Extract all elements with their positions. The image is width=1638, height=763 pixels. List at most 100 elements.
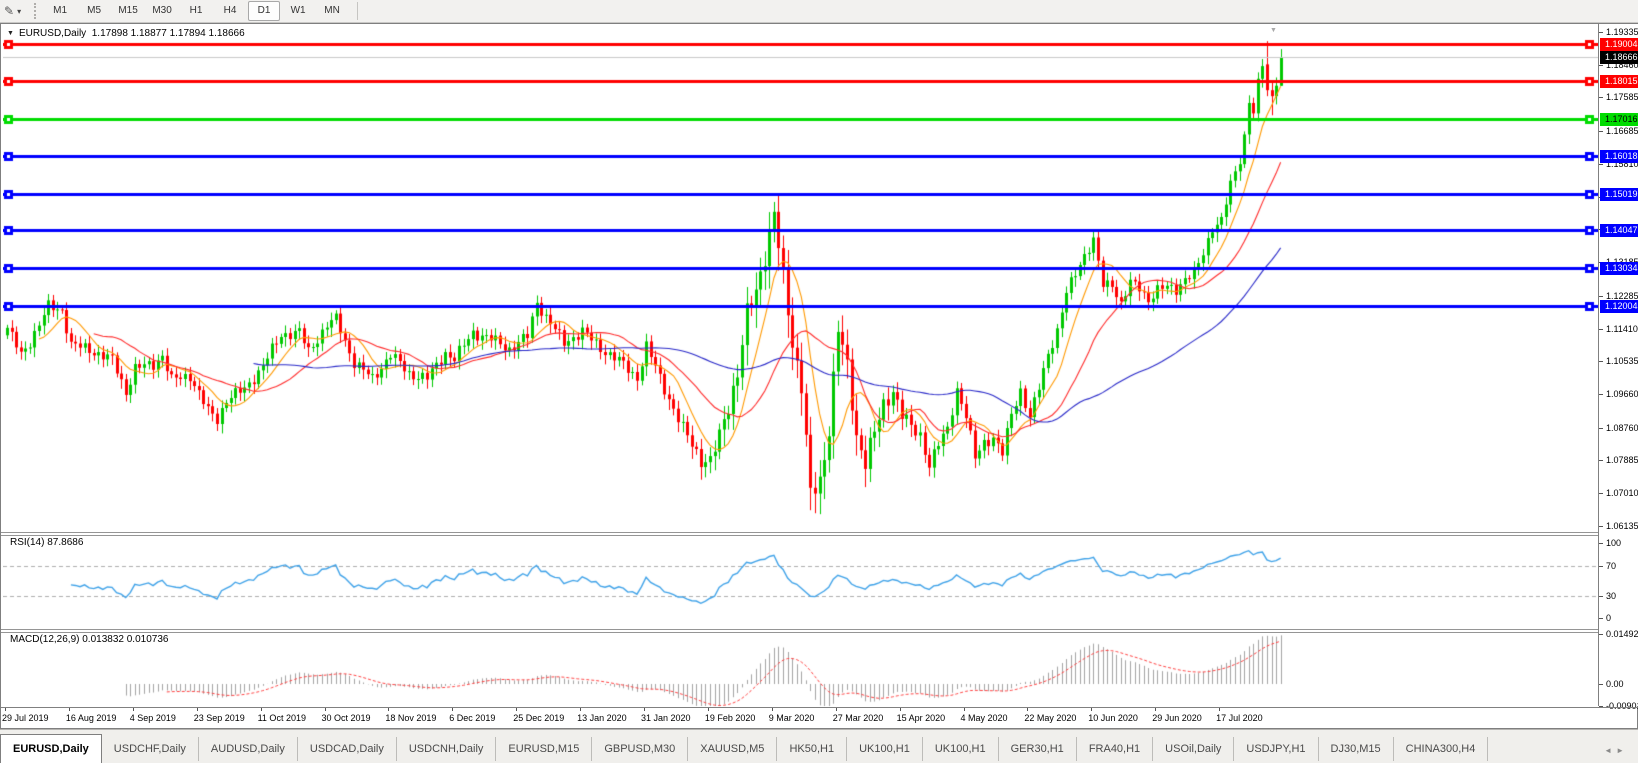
chart-tab-3[interactable]: USDCAD,Daily <box>298 737 397 761</box>
timeframe-button-d1[interactable]: D1 <box>248 1 281 21</box>
timeframe-button-h4[interactable]: H4 <box>223 5 237 16</box>
chart-tab-5[interactable]: EURUSD,M15 <box>496 737 593 761</box>
tab-scroll-left-icon[interactable]: ◄ <box>1604 746 1617 755</box>
current-price-label: 1.18666 <box>1600 51 1638 65</box>
timeframe-toolbar: ✎ ▾ M1 M5 M15 M30 H1 H4 D1 W1 MN <box>0 0 1638 23</box>
price-axis[interactable]: 1.193351.184601.175851.166851.158101.149… <box>1598 24 1638 711</box>
macd-axis-tick: 0.014921 <box>1599 629 1638 640</box>
level-price-label[interactable]: 1.12004 <box>1600 300 1638 314</box>
date-label: 4 Sep 2019 <box>129 713 176 723</box>
date-tick <box>899 708 901 711</box>
timeframe-button-m1[interactable]: M1 <box>53 5 68 16</box>
price-tick: 1.11410 <box>1599 324 1638 335</box>
timeframe-button-m30[interactable]: M30 <box>152 5 172 16</box>
date-label: 22 May 2020 <box>1024 713 1077 723</box>
price-tick: 1.08760 <box>1599 423 1638 434</box>
chart-tab-15[interactable]: DJ30,M15 <box>1319 737 1394 761</box>
chart-tab-12[interactable]: FRA40,H1 <box>1077 737 1154 761</box>
chart-tab-bar: EURUSD,Daily USDCHF,Daily AUDUSD,Daily USDC… <box>0 729 1638 763</box>
chart-shift-marker-icon[interactable]: ▼ <box>1270 27 1277 34</box>
tab-scroll-arrows: ◄► <box>1604 746 1638 755</box>
level-price-label[interactable]: 1.14047 <box>1600 223 1638 237</box>
price-tick: 1.10535 <box>1599 356 1638 367</box>
level-price-label[interactable]: 1.15019 <box>1600 187 1638 201</box>
price-tick: 1.09660 <box>1599 389 1638 400</box>
date-label: 25 Dec 2019 <box>513 713 565 723</box>
tab-scroll-right-icon[interactable]: ► <box>1616 746 1628 755</box>
date-label: 29 Jul 2019 <box>2 713 49 723</box>
date-label: 11 Oct 2019 <box>257 713 306 723</box>
date-label: 18 Nov 2019 <box>385 713 437 723</box>
chart-tab-16[interactable]: CHINA300,H4 <box>1394 737 1489 761</box>
macd-pane-separator[interactable] <box>1 629 1637 633</box>
macd-axis-tick: -0.00901 <box>1599 701 1638 712</box>
drawing-tool-icon[interactable]: ✎ <box>4 4 15 18</box>
level-price-label[interactable]: 1.16018 <box>1600 150 1638 164</box>
rsi-axis-tick: 70 <box>1599 561 1638 572</box>
date-label: 29 Jun 2020 <box>1152 713 1202 723</box>
price-tick: 1.07885 <box>1599 455 1638 466</box>
timeframe-button-mn[interactable]: MN <box>324 5 340 16</box>
timeframe-button-h1[interactable]: H1 <box>189 5 203 16</box>
timeframe-button-m15[interactable]: M15 <box>118 5 138 16</box>
macd-axis-tick: 0.00 <box>1599 679 1638 690</box>
chart-tab-1[interactable]: USDCHF,Daily <box>102 737 199 761</box>
chart-tab-11[interactable]: GER30,H1 <box>999 737 1077 761</box>
date-tick <box>963 708 965 711</box>
date-tick <box>324 708 326 711</box>
toolbar-grip[interactable] <box>34 3 37 19</box>
level-price-label[interactable]: 1.17016 <box>1600 112 1638 126</box>
date-tick <box>644 708 645 711</box>
chart-symbol-period: EURUSD,Daily <box>18 28 87 39</box>
date-label: 30 Oct 2019 <box>321 713 371 723</box>
price-chart-canvas[interactable] <box>3 25 1599 730</box>
price-tick: 1.07010 <box>1599 488 1638 499</box>
date-tick <box>1091 708 1093 711</box>
toolbar-separator <box>357 2 359 20</box>
chart-title: ▼ EURUSD,Daily 1.17898 1.18877 1.17894 1.… <box>7 28 245 39</box>
chart-tab-7[interactable]: XAUUSD,M5 <box>688 737 778 761</box>
price-tick: 1.06135 <box>1599 521 1638 532</box>
chart-tab-0[interactable]: EURUSD,Daily <box>0 734 102 763</box>
date-tick <box>1155 708 1157 711</box>
chart-tab-9[interactable]: UK100,H1 <box>847 737 923 761</box>
date-label: 6 Dec 2019 <box>449 713 496 723</box>
level-price-label[interactable]: 1.13034 <box>1600 261 1638 275</box>
date-tick <box>196 708 198 711</box>
chevron-down-icon[interactable]: ▾ <box>17 6 22 16</box>
date-tick <box>68 708 70 711</box>
date-tick <box>516 708 518 711</box>
chart-tab-13[interactable]: USOil,Daily <box>1153 737 1235 761</box>
date-tick <box>260 708 262 711</box>
chart-tab-6[interactable]: GBPUSD,M30 <box>592 737 689 761</box>
date-tick <box>1027 708 1029 711</box>
date-tick <box>132 708 134 711</box>
chart-tab-8[interactable]: HK50,H1 <box>777 737 848 761</box>
chart-tab-14[interactable]: USDJPY,H1 <box>1234 737 1319 761</box>
date-label: 23 Sep 2019 <box>193 713 245 723</box>
chart-tab-4[interactable]: USDCNH,Daily <box>397 737 497 761</box>
rsi-axis-tick: 100 <box>1599 538 1638 549</box>
timeframe-button-w1[interactable]: W1 <box>290 5 306 16</box>
rsi-pane-separator[interactable] <box>1 532 1637 536</box>
date-label: 4 May 2020 <box>960 713 1008 723</box>
date-label: 15 Apr 2020 <box>896 713 946 723</box>
date-label: 31 Jan 2020 <box>641 713 691 723</box>
price-tick: 1.19335 <box>1599 27 1638 38</box>
level-price-label[interactable]: 1.19004 <box>1600 38 1638 52</box>
timeframe-buttons: M1 M5 M15 M30 H1 H4 D1 W1 MN <box>43 1 349 21</box>
date-tick <box>771 708 773 711</box>
date-tick <box>707 708 709 711</box>
price-tick: 1.15810 <box>1599 159 1638 170</box>
macd-indicator-label: MACD(12,26,9) 0.013832 0.010736 <box>10 634 169 645</box>
price-tick: 1.16685 <box>1599 126 1638 137</box>
chart-menu-icon[interactable]: ▼ <box>7 30 14 37</box>
chart-tab-10[interactable]: UK100,H1 <box>923 737 999 761</box>
timeframe-button-m5[interactable]: M5 <box>87 5 102 16</box>
level-price-label[interactable]: 1.18015 <box>1600 75 1638 89</box>
chart-ohlc-values: 1.17898 1.18877 1.17894 1.18666 <box>91 28 245 39</box>
date-label: 17 Jul 2020 <box>1216 713 1263 723</box>
date-tick <box>388 708 390 711</box>
chart-tab-2[interactable]: AUDUSD,Daily <box>199 737 298 761</box>
